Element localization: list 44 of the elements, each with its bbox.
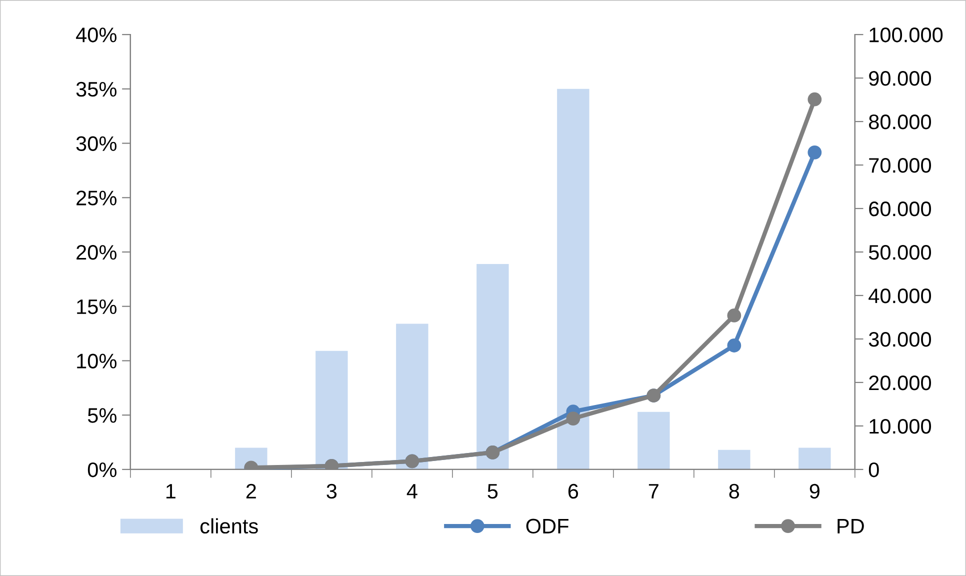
y-tick-label: 40% <box>76 28 116 42</box>
bar <box>316 350 348 470</box>
bar <box>718 450 750 470</box>
y2-tick-label: 40.000 <box>868 288 932 304</box>
bar <box>638 412 670 470</box>
x-tick-label: 9 <box>810 484 820 499</box>
x-tick-label: 3 <box>326 484 337 499</box>
y2-tick-label: 0 <box>868 462 879 478</box>
y-tick-label: 10% <box>77 354 116 368</box>
x-tick-label: 4 <box>406 484 418 498</box>
y2-tick-label: 60.000 <box>869 202 932 216</box>
x-tick-label: 8 <box>729 484 740 499</box>
point <box>808 145 822 160</box>
y-tick-label: 5% <box>88 408 116 423</box>
y2-tick-label: 10.000 <box>870 418 932 434</box>
y2-tick-label: 30.000 <box>868 332 932 347</box>
y-tick-label: 35% <box>76 82 116 97</box>
y2-tick-label: 100.000 <box>870 28 943 42</box>
point <box>566 412 580 426</box>
x-tick-label: 2 <box>246 484 256 498</box>
point <box>727 338 742 352</box>
bar <box>557 88 590 470</box>
y-tick-label: 20% <box>76 245 116 260</box>
bar <box>798 448 831 470</box>
y2-tick-label: 50.000 <box>868 245 932 260</box>
y2-tick-label: 70.000 <box>869 158 932 173</box>
x-tick-label: 6 <box>568 484 578 499</box>
y2-tick-label: 20.000 <box>869 375 932 390</box>
legend-label: clients <box>200 518 258 534</box>
x-tick-label: 5 <box>488 484 498 499</box>
y2-tick-label: 90.000 <box>869 71 932 86</box>
bar <box>396 324 428 470</box>
point <box>727 308 742 322</box>
y-tick-label: 25% <box>76 190 116 206</box>
legend-label: ODF <box>526 518 568 534</box>
legend-label: PD <box>838 519 864 534</box>
y-tick-label: 30% <box>76 136 116 152</box>
x-tick-label: 7 <box>648 484 658 498</box>
y2-tick-label: 80.000 <box>869 114 932 130</box>
y-tick-label: 0% <box>88 462 116 478</box>
x-tick-label: 1 <box>166 484 176 498</box>
y-tick-label: 15% <box>77 299 116 314</box>
bar <box>476 264 509 470</box>
point <box>808 92 822 106</box>
